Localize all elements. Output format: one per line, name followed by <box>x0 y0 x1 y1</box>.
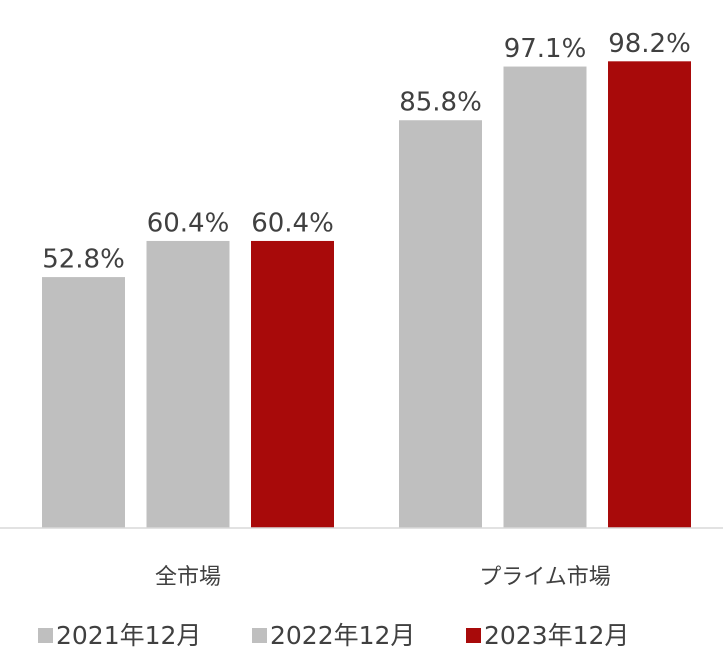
value-label: 60.4% <box>147 208 230 238</box>
value-label: 52.8% <box>42 245 125 275</box>
x-tick-label: 全市場 <box>155 565 221 590</box>
value-label: 85.8% <box>399 88 482 118</box>
bar <box>399 120 482 528</box>
legend-label: 2022年12月 <box>270 621 415 650</box>
bar <box>42 277 125 528</box>
legend-swatch <box>466 628 481 643</box>
bar <box>503 66 587 528</box>
legend-label: 2023年12月 <box>484 621 629 650</box>
x-tick-label: プライム市場 <box>479 565 611 590</box>
legend-swatch <box>38 628 53 643</box>
bar <box>146 240 230 529</box>
value-label: 97.1% <box>504 34 587 64</box>
value-label: 60.4% <box>251 208 334 238</box>
bar <box>608 61 691 528</box>
legend-swatch <box>252 628 267 643</box>
value-label: 98.2% <box>608 29 691 59</box>
legend-label: 2021年12月 <box>56 621 201 650</box>
bar <box>251 240 334 529</box>
